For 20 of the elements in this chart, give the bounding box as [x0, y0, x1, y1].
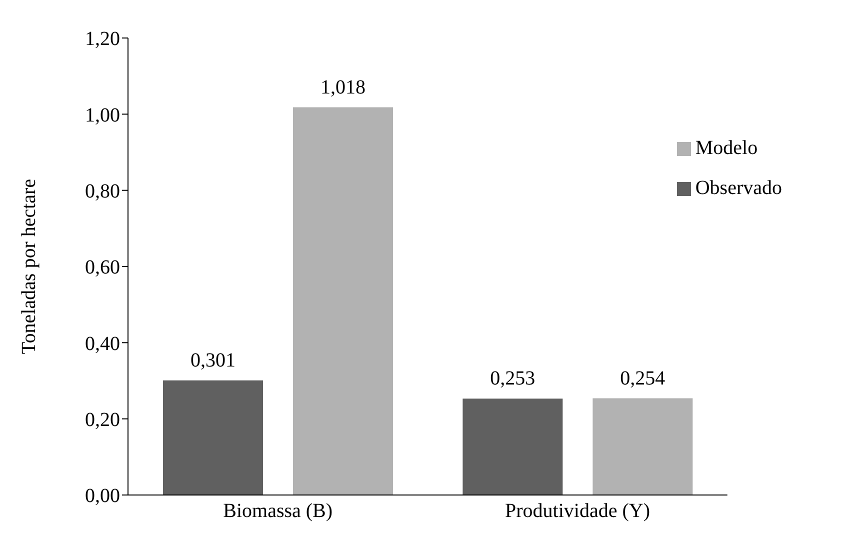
y-tick-label: 0,60: [85, 256, 120, 279]
data-label: 0,253: [490, 368, 536, 390]
bar: [163, 380, 263, 495]
data-label: 1,018: [320, 76, 366, 98]
y-tick-label: 0,00: [85, 485, 120, 508]
y-tick-label: 0,40: [85, 332, 120, 355]
bar: [293, 107, 393, 495]
data-label: 0,254: [620, 367, 666, 390]
legend-label: Observado: [695, 177, 782, 199]
y-tick-label: 1,00: [85, 104, 120, 126]
data-label: 0,301: [190, 349, 236, 372]
y-tick-label: 0,20: [85, 408, 120, 431]
bar: [462, 398, 563, 495]
bar: [592, 398, 693, 495]
y-tick-label: 1,20: [85, 28, 120, 50]
x-tick-label: Produtividade (Y): [505, 500, 650, 522]
y-tick-label: 0,80: [85, 180, 120, 202]
x-tick-label: Biomassa (B): [223, 500, 333, 522]
y-axis-title: Toneladas por hectare: [18, 178, 40, 354]
legend-label: Modelo: [695, 137, 758, 159]
